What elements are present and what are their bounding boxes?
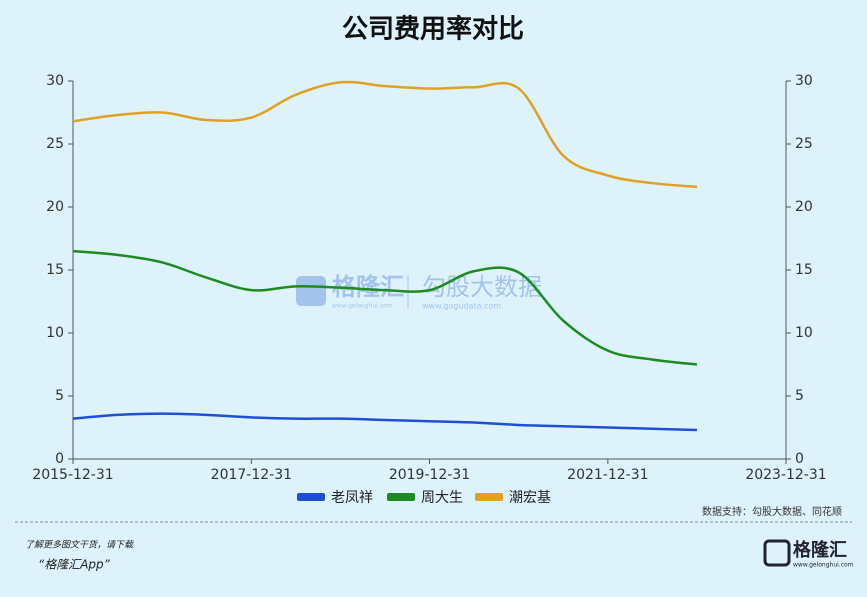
y2-tick-label: 15 [795, 262, 813, 278]
x-tick-label: 2017-12-31 [211, 467, 292, 483]
y2-tick-label: 20 [795, 199, 813, 215]
legend-label: 周大生 [421, 490, 463, 506]
y-tick-label: 15 [46, 262, 64, 278]
legend-swatch [297, 493, 325, 501]
source: 数据支持：勾股大数据、同花顺 [702, 505, 842, 518]
y-tick-label: 0 [55, 451, 64, 467]
footer-prompt: 了解更多图文干货，请下载 [25, 540, 134, 551]
y-tick-label: 10 [46, 325, 64, 341]
legend-swatch [475, 493, 503, 501]
x-tick-label: 2023-12-31 [745, 467, 826, 483]
y2-tick-label: 25 [795, 136, 813, 152]
x-tick-label: 2015-12-31 [32, 467, 113, 483]
logo-url: www.gelonghui.com [793, 562, 854, 569]
y-tick-label: 5 [55, 388, 64, 404]
y-tick-label: 30 [46, 73, 64, 89]
legend-label: 老凤祥 [331, 490, 373, 506]
series-line [72, 249, 698, 366]
y-tick-label: 25 [46, 136, 64, 152]
y2-tick-label: 0 [795, 451, 804, 467]
watermark-url: www.gelonghui.com [332, 303, 393, 310]
logo-icon [763, 539, 791, 567]
legend-swatch [387, 493, 415, 501]
watermark-url: www.gogudata.com [422, 302, 501, 311]
chart-title: 公司费用率对比 [342, 14, 524, 45]
footer-app: “格隆汇App” [38, 558, 111, 572]
series-line [72, 80, 698, 189]
watermark-icon [296, 276, 326, 306]
x-tick-label: 2019-12-31 [389, 467, 470, 483]
y-tick-label: 20 [46, 199, 64, 215]
x-tick-label: 2021-12-31 [567, 467, 648, 483]
logo-text: 格隆汇 [793, 539, 847, 561]
legend-label: 潮宏基 [509, 489, 551, 506]
y2-tick-label: 10 [795, 325, 813, 341]
y2-tick-label: 5 [795, 388, 804, 404]
y2-tick-label: 30 [795, 73, 813, 89]
series-line [72, 412, 697, 432]
watermark-product: 勾股大数据 [422, 273, 542, 301]
